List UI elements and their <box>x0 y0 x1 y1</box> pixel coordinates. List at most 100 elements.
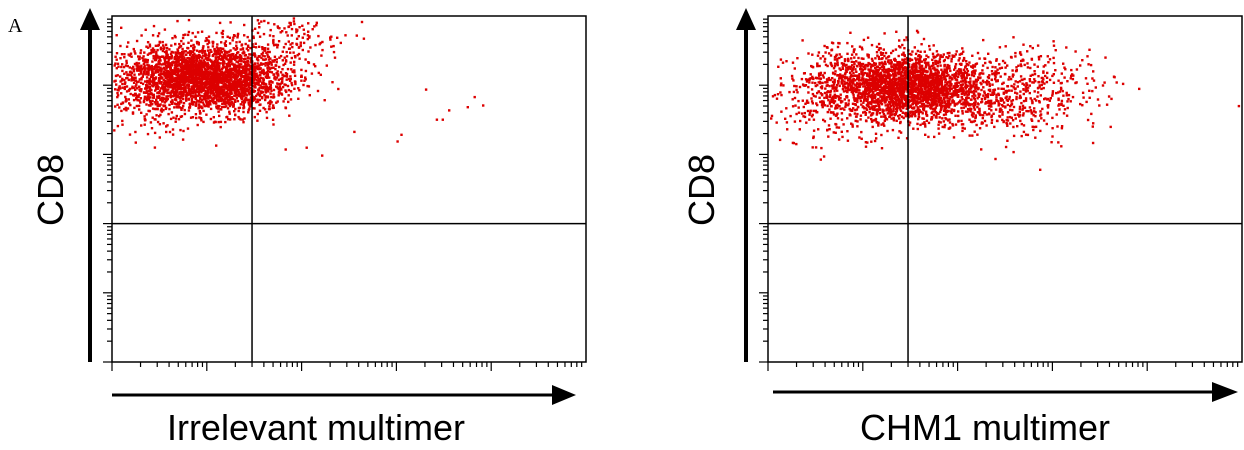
dot <box>177 118 181 121</box>
dot <box>959 80 963 83</box>
dot <box>224 50 228 54</box>
dot <box>866 95 869 99</box>
dot <box>124 95 127 99</box>
dot <box>244 96 248 100</box>
dot <box>285 31 288 34</box>
outlier-dot <box>321 154 324 157</box>
dot <box>231 84 235 87</box>
dot <box>985 113 988 116</box>
dot <box>286 67 290 71</box>
dot <box>182 97 185 101</box>
dot <box>194 97 197 100</box>
dot <box>295 42 298 46</box>
dot <box>980 83 983 86</box>
dot <box>811 81 814 84</box>
dot <box>182 33 185 37</box>
dot <box>211 100 215 103</box>
dot <box>141 82 145 86</box>
dot <box>234 107 237 111</box>
dot <box>811 77 814 80</box>
dot <box>243 80 246 84</box>
dot <box>816 62 819 66</box>
dot <box>174 42 177 46</box>
dot <box>228 88 231 91</box>
dot <box>171 133 175 136</box>
dot <box>158 89 162 92</box>
dot <box>863 71 866 75</box>
dot <box>209 107 213 111</box>
dot <box>162 122 165 125</box>
dot <box>329 38 332 41</box>
dot <box>143 80 147 83</box>
dot <box>881 69 884 72</box>
dot <box>947 56 950 60</box>
dot <box>850 57 853 60</box>
outlier-dot <box>435 118 439 121</box>
dot <box>162 70 166 74</box>
dot <box>262 106 265 110</box>
dot <box>232 75 235 79</box>
dot <box>149 80 152 83</box>
dot <box>163 68 166 71</box>
dot <box>883 86 886 89</box>
dot <box>156 34 160 38</box>
dot <box>223 93 226 96</box>
dot <box>154 56 157 59</box>
dot <box>182 81 185 84</box>
dot <box>883 87 887 90</box>
dot <box>165 130 168 134</box>
dot <box>244 82 247 85</box>
dot <box>255 79 258 82</box>
dot <box>270 71 274 74</box>
dot <box>264 83 268 86</box>
dot <box>157 43 160 47</box>
dot <box>209 78 212 82</box>
dot <box>272 123 275 126</box>
dot <box>206 67 210 71</box>
dot <box>313 25 316 28</box>
dot <box>220 31 223 35</box>
dot <box>220 71 223 74</box>
dot <box>163 50 167 54</box>
dot <box>132 68 135 71</box>
dot <box>128 87 132 91</box>
dot <box>239 60 242 63</box>
dot <box>875 82 878 85</box>
dot <box>134 130 137 134</box>
dot <box>283 27 286 30</box>
dot <box>877 48 881 52</box>
dot <box>186 66 189 69</box>
dot <box>241 71 244 74</box>
dot <box>236 71 239 74</box>
dot <box>223 76 227 79</box>
dot <box>197 57 201 60</box>
dot <box>1004 45 1007 48</box>
plot-frame <box>767 15 1243 363</box>
dot <box>290 27 294 31</box>
dot <box>159 48 163 51</box>
dot <box>212 81 215 85</box>
dot <box>903 38 906 42</box>
dot <box>280 88 283 91</box>
dot <box>187 30 191 34</box>
dot <box>119 80 122 83</box>
dot <box>837 41 840 45</box>
dot <box>884 83 887 86</box>
dot <box>817 51 821 54</box>
dot <box>119 44 122 48</box>
dot <box>261 90 264 93</box>
dot <box>242 79 245 82</box>
dot <box>166 124 169 127</box>
dot <box>237 73 241 76</box>
dot <box>857 56 860 60</box>
dot <box>134 85 137 88</box>
outlier-dot <box>441 118 444 121</box>
dot <box>955 82 958 85</box>
dot <box>866 36 870 39</box>
dot <box>165 75 169 78</box>
dot <box>221 29 225 33</box>
dot <box>198 104 201 107</box>
dot <box>149 96 152 99</box>
dot <box>227 50 231 53</box>
dot <box>894 66 898 69</box>
